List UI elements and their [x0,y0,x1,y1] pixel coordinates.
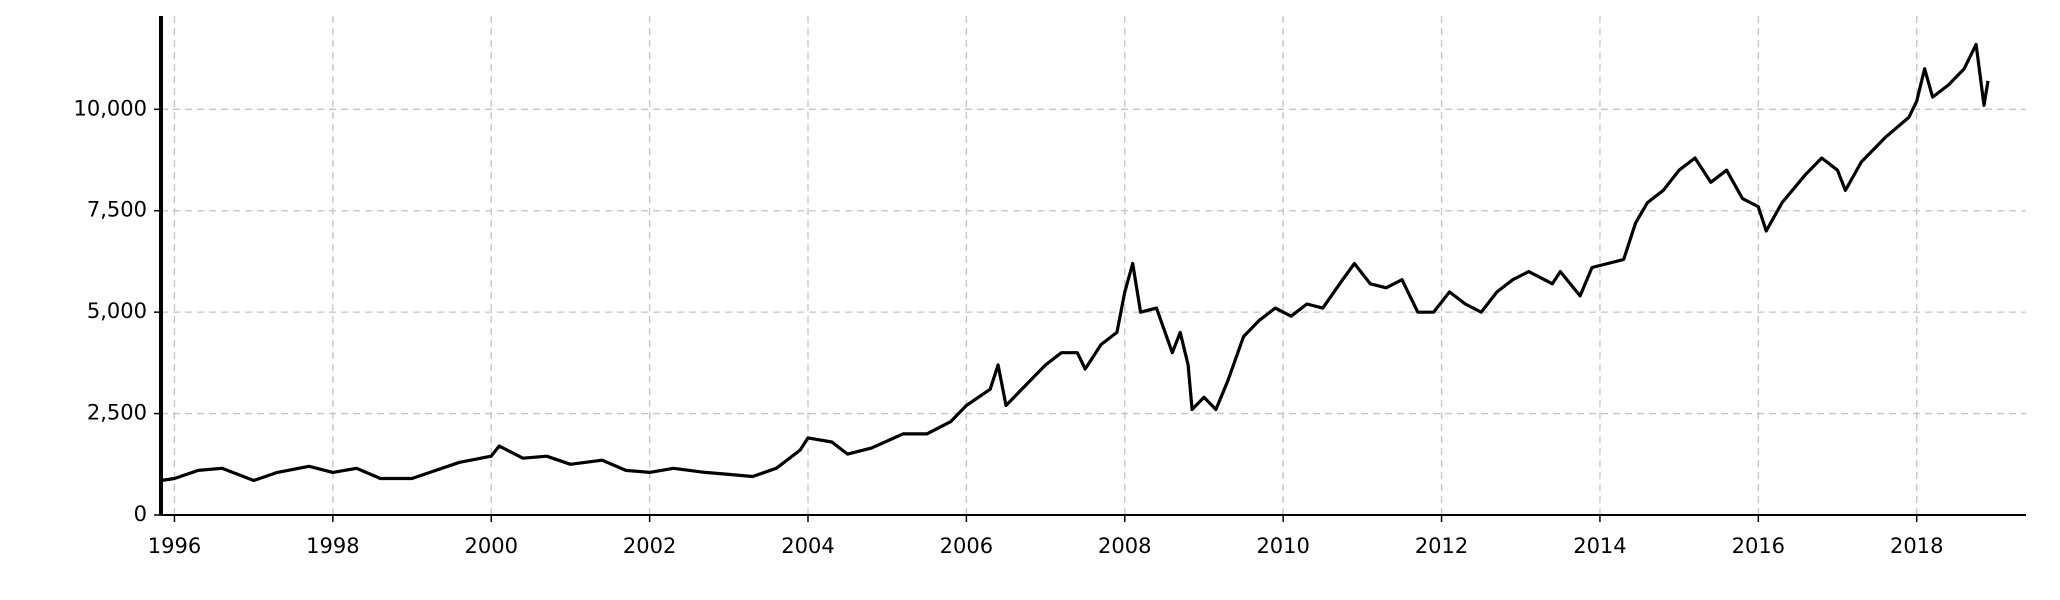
y-tick-label: 0 [134,502,147,526]
x-tick-label: 2014 [1573,534,1626,558]
x-tick-label: 2010 [1256,534,1309,558]
x-tick-label: 2002 [623,534,676,558]
y-tick-label: 7,500 [87,198,147,222]
x-tick-label: 2018 [1890,534,1943,558]
x-tick-label: 2008 [1098,534,1151,558]
line [160,42,1990,483]
x-tick-label: 2012 [1415,534,1468,558]
x-tick-label: 1998 [306,534,359,558]
y-tick-label: 2,500 [87,401,147,425]
x-tick-label: 2000 [465,534,518,558]
x-tick-label: 2006 [940,534,993,558]
x-tick-label: 2004 [781,534,834,558]
y-tick-label: 10,000 [74,96,147,120]
x-tick-label: 1996 [148,534,201,558]
y-tick-label: 5,000 [87,299,147,323]
x-tick-label: 2016 [1732,534,1785,558]
